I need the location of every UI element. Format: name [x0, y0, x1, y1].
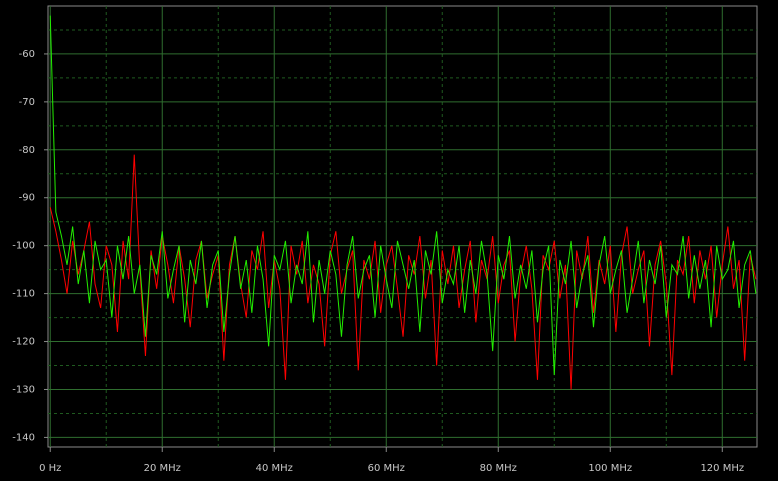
series-line	[49, 154, 757, 390]
plot-area	[47, 5, 758, 448]
x-tick-label: 40 MHz	[256, 463, 293, 474]
y-tick-label: -60	[19, 49, 35, 60]
y-tick-label: -130	[12, 384, 35, 395]
x-tick-label: 120 MHz	[700, 463, 744, 474]
y-tick-label: -140	[12, 432, 35, 443]
series-line	[49, 15, 757, 376]
y-tick-label: -70	[19, 97, 35, 108]
x-tick-label: 80 MHz	[480, 463, 517, 474]
x-tick-label: 0 Hz	[39, 463, 61, 474]
x-tick-label: 60 MHz	[368, 463, 405, 474]
x-tick-label: 100 MHz	[588, 463, 632, 474]
x-tick-label: 20 MHz	[144, 463, 181, 474]
y-tick-label: -120	[12, 337, 35, 348]
y-tick-label: -80	[19, 145, 35, 156]
y-tick-label: -90	[19, 193, 35, 204]
y-tick-label: -100	[12, 241, 35, 252]
y-tick-label: -110	[12, 289, 35, 300]
